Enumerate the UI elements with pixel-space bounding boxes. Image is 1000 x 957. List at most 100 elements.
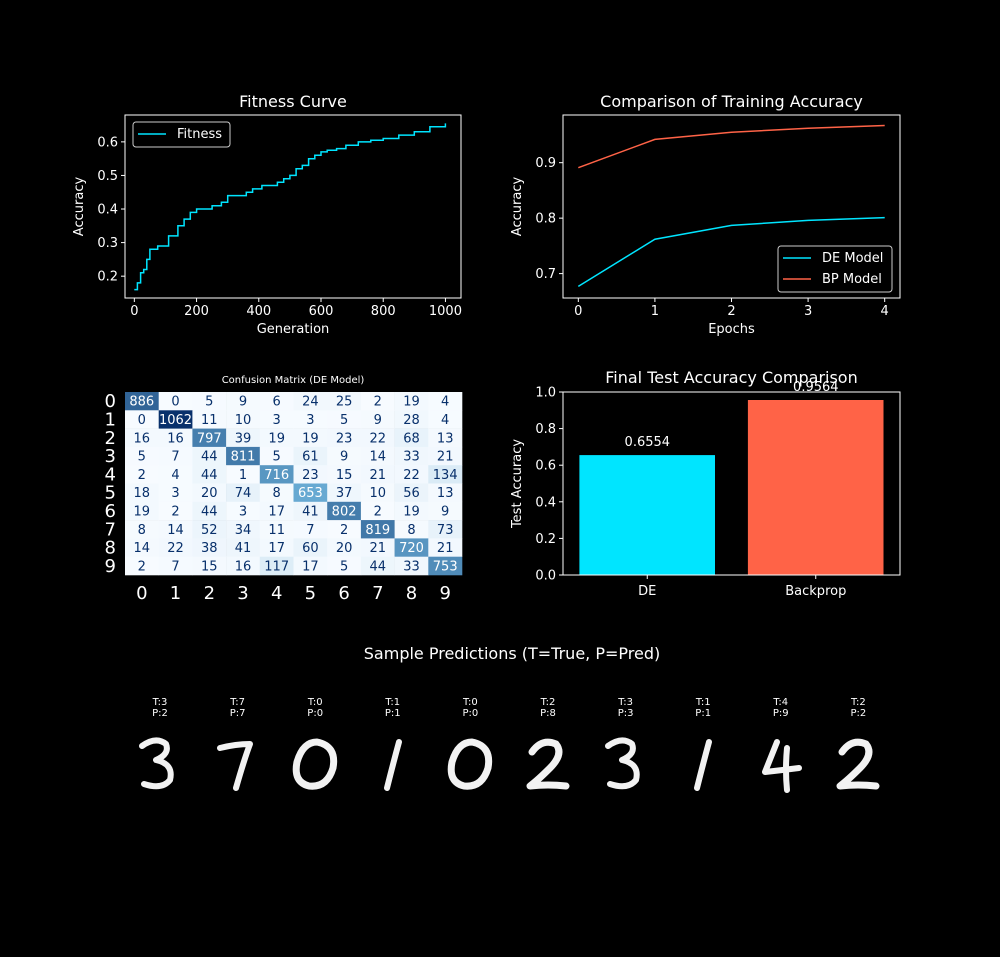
y-tick-label: 0.6	[535, 459, 556, 474]
y-tick-label: 0.9	[535, 156, 556, 171]
heatmap-cell	[125, 556, 159, 576]
heatmap-cell	[259, 501, 294, 521]
heatmap-cell-label: 5	[273, 450, 281, 465]
bar-backprop	[747, 400, 884, 575]
heatmap-cell	[192, 501, 227, 521]
heatmap-cell-label: 73	[437, 523, 454, 538]
heatmap-cell-label: 17	[268, 505, 285, 520]
chart-title: Fitness Curve	[239, 92, 347, 111]
heatmap-cell	[428, 520, 463, 539]
heatmap-cell	[293, 556, 328, 576]
heatmap-cell-label: 3	[306, 413, 314, 428]
col-label: 7	[372, 583, 383, 604]
sample-pred-label: P:9	[772, 708, 789, 719]
heatmap-cell	[226, 501, 261, 521]
heatmap-cell-label: 23	[336, 431, 353, 446]
chart-title: Confusion Matrix (DE Model)	[222, 375, 365, 386]
sample-true-label: T:3	[618, 697, 633, 708]
heatmap-cell	[192, 465, 227, 484]
sample-true-label: T:4	[773, 697, 789, 708]
heatmap-cell-label: 18	[134, 486, 151, 501]
heatmap-cell	[327, 428, 362, 448]
heatmap-cell-label: 5	[205, 395, 213, 410]
digit-stroke	[782, 745, 790, 793]
col-label: 0	[136, 583, 147, 604]
heatmap-cell-label: 797	[197, 431, 222, 446]
heatmap-cell	[192, 428, 227, 448]
training-accuracy-chart: 0 1 2 3 4 0.7 0.8 0.9 Comparison of Training Acc…	[510, 92, 901, 337]
heatmap-cell	[259, 410, 294, 429]
heatmap-cell	[428, 556, 463, 576]
col-label: 1	[170, 583, 181, 604]
heatmap-cell-label: 2	[138, 468, 146, 483]
x-tick-label: 600	[309, 304, 334, 319]
heatmap-cell-label: 61	[302, 450, 319, 465]
heatmap-cell-label: 44	[370, 559, 387, 574]
heatmap-cell-label: 9	[340, 450, 348, 465]
heatmap-cell	[226, 465, 261, 484]
col-label: 5	[305, 583, 316, 604]
heatmap-cell-label: 886	[129, 395, 154, 410]
heatmap-cell-label: 2	[171, 505, 179, 520]
y-tick-label: 0.2	[535, 532, 556, 547]
heatmap-cell-label: 3	[239, 505, 247, 520]
sample-caption: T:0 P:0	[440, 697, 500, 719]
digit-stroke	[292, 738, 338, 790]
sample-true-label: T:1	[385, 697, 401, 708]
heatmap-cell-label: 3	[273, 413, 281, 428]
heatmap-cell	[293, 410, 328, 429]
heatmap-cell	[360, 501, 395, 521]
chart-title: Comparison of Training Accuracy	[600, 92, 863, 111]
row-label: 9	[105, 556, 116, 577]
heatmap-cell-label: 11	[201, 413, 218, 428]
heatmap-cell-label: 10	[235, 413, 252, 428]
heatmap-cell	[125, 538, 159, 557]
heatmap-cell	[259, 428, 294, 448]
heatmap-cell-label: 8	[407, 523, 415, 538]
heatmap-cell-label: 15	[336, 468, 353, 483]
heatmap-cell	[259, 556, 294, 576]
heatmap-cell	[394, 446, 429, 466]
heatmap-cell	[327, 465, 362, 484]
heatmap-cell	[394, 520, 429, 539]
heatmap-cell	[158, 392, 193, 411]
sample-pred-label: P:0	[307, 708, 324, 719]
heatmap-cell-label: 24	[302, 395, 319, 410]
heatmap-cell-label: 60	[302, 541, 319, 556]
heatmap-cell-label: 28	[403, 413, 420, 428]
heatmap-cell-label: 7	[171, 559, 179, 574]
x-tick-label: 2	[727, 304, 735, 319]
heatmap-cell	[360, 465, 395, 484]
heatmap-cell	[394, 428, 429, 448]
heatmap-cell	[259, 465, 294, 484]
y-tick-label: 0.2	[97, 270, 118, 285]
y-tick-label: 0.4	[97, 203, 118, 218]
heatmap-cell-label: 117	[264, 559, 289, 574]
heatmap-cell	[394, 483, 429, 503]
heatmap-cell	[293, 483, 328, 503]
heatmap-cell-label: 33	[403, 450, 420, 465]
axes-frame	[562, 391, 901, 576]
heatmap-cell-label: 52	[201, 523, 218, 538]
fitness-curve-chart: 0 200 400 600 800 1000 0.2 0.3 0.4 0.5 0.6 Fitness …	[72, 92, 462, 337]
heatmap-cell-label: 19	[403, 505, 420, 520]
heatmap-cell	[360, 538, 395, 557]
digit-stroke	[448, 738, 493, 790]
heatmap-cell	[192, 520, 227, 539]
row-label: 7	[105, 519, 116, 540]
heatmap-cell-label: 9	[441, 505, 449, 520]
heatmap-cell-label: 44	[201, 505, 218, 520]
heatmap-cell-label: 41	[235, 541, 252, 556]
digit-stroke	[836, 738, 880, 790]
sample-true-label: T:2	[851, 697, 866, 708]
heatmap-cell	[158, 446, 193, 466]
heatmap-cell	[428, 483, 463, 503]
chart-title: Final Test Accuracy Comparison	[605, 368, 857, 387]
heatmap-cell-label: 19	[134, 505, 151, 520]
heatmap-cell-label: 8	[138, 523, 146, 538]
heatmap-cell	[158, 428, 193, 448]
heatmap-cell	[158, 501, 193, 521]
sample-pred-label: P:0	[462, 708, 479, 719]
x-tick-label: DE	[638, 584, 656, 599]
